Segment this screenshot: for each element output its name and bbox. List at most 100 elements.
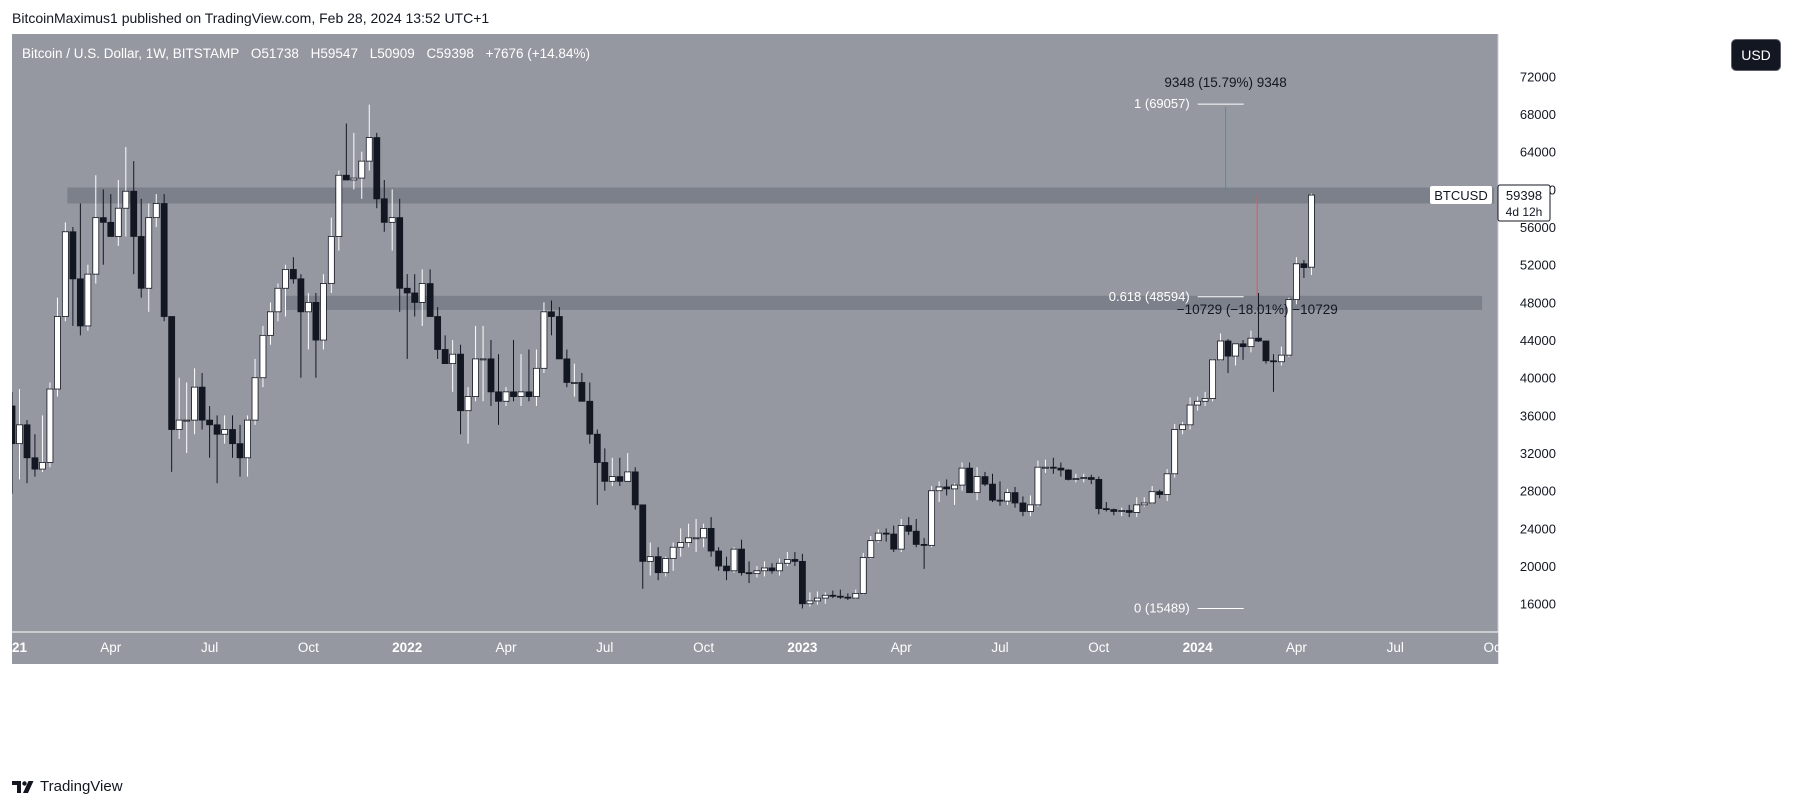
price-tick-label: 56000	[1520, 220, 1556, 235]
tradingview-logo-icon	[12, 780, 34, 794]
candle-body	[1217, 340, 1224, 361]
symbol-title: Bitcoin / U.S. Dollar, 1W, BITSTAMP	[22, 46, 240, 61]
time-tick-label: Apr	[495, 640, 517, 655]
candle-body	[1247, 337, 1255, 348]
price-tick-label: 52000	[1520, 258, 1556, 273]
price-tick-label: 44000	[1520, 333, 1556, 348]
high-value: 59547	[320, 46, 358, 61]
candle-body	[867, 540, 875, 559]
candle-body	[1209, 359, 1217, 399]
candle-body	[267, 311, 274, 336]
candle-body	[1171, 429, 1179, 475]
candle-body	[882, 532, 890, 535]
candle-body	[958, 467, 966, 486]
candle-body	[1186, 404, 1194, 426]
price-chart[interactable]: 1 (69057) 0.618 (48594) 0 (15489) 9348 (15.…	[12, 34, 1794, 764]
low-label: L	[369, 46, 378, 61]
candle-body	[517, 391, 525, 397]
currency-button[interactable]: USD	[1732, 40, 1780, 70]
candle-body	[1011, 492, 1019, 504]
candle-body	[229, 429, 236, 445]
candle-body	[616, 476, 624, 482]
candle-body	[396, 217, 404, 289]
candle-body	[1148, 491, 1156, 504]
time-tick-label: Oct	[1483, 640, 1504, 655]
candle-body	[768, 567, 776, 572]
candle-body	[380, 198, 388, 223]
candle-body	[540, 311, 548, 369]
candle-body	[1255, 337, 1262, 342]
candle-body	[1277, 354, 1285, 363]
candle-body	[836, 595, 844, 598]
candle-body	[1224, 340, 1232, 357]
close-value: 59398	[436, 46, 474, 61]
candle-body	[943, 486, 951, 490]
candle-body	[54, 316, 61, 390]
price-tick-label: 20000	[1520, 559, 1556, 574]
candle-body	[152, 203, 160, 219]
candle-body	[951, 484, 958, 490]
candle-body	[1102, 508, 1110, 511]
candle-body	[1080, 477, 1088, 479]
candle-body	[1095, 479, 1103, 510]
candle-body	[282, 269, 289, 289]
time-tick-label: 2023	[787, 640, 818, 655]
symbol-tag-label: BTCUSD	[1434, 188, 1487, 203]
change-value: +7676 (+14.84%)	[485, 46, 590, 61]
candle-body	[411, 292, 419, 303]
candle-body	[342, 174, 350, 181]
candle-body	[510, 391, 517, 397]
candle-body	[905, 525, 913, 532]
close-label: C	[426, 46, 437, 61]
candle-body	[852, 592, 860, 599]
candle-body	[107, 221, 115, 237]
candle-body	[700, 528, 707, 539]
candle-body	[570, 382, 578, 384]
time-tick-label: 2021	[12, 640, 28, 655]
candle-body	[449, 353, 457, 365]
candle-body	[761, 567, 768, 572]
low-value: 50909	[377, 46, 415, 61]
plot-background	[12, 34, 1498, 632]
candle-body	[441, 349, 449, 365]
candle-body	[548, 311, 555, 317]
candle-body	[692, 537, 700, 540]
candle-body	[715, 550, 723, 567]
candle-body	[434, 316, 442, 350]
candle-body	[1034, 466, 1042, 506]
candle-body	[99, 217, 107, 223]
candle-body	[23, 424, 31, 459]
candle-body	[920, 544, 928, 546]
candle-body	[897, 525, 905, 550]
candle-body	[1064, 469, 1072, 480]
candle-body	[1285, 299, 1293, 356]
candle-body	[183, 419, 191, 422]
candle-body	[137, 236, 145, 289]
symbol-tag-background	[1430, 186, 1492, 205]
price-tick-label: 36000	[1520, 408, 1556, 423]
candle-body	[996, 499, 1004, 502]
countdown-label: 4d 12h	[1506, 205, 1543, 219]
candle-body	[76, 278, 84, 327]
measure-label: −10729 (−18.01%) −10729	[1177, 302, 1338, 317]
candle-body	[388, 217, 396, 223]
candle-body	[244, 419, 251, 459]
candle-body	[206, 419, 214, 426]
candle-body	[1201, 398, 1209, 402]
candle-body	[259, 334, 267, 379]
time-tick-label: Oct	[298, 640, 319, 655]
zone-0	[67, 187, 1494, 204]
price-axis-background	[1498, 34, 1794, 664]
candle-body	[1125, 510, 1133, 513]
symbol-header: Bitcoin / U.S. Dollar, 1W, BITSTAMP O517…	[22, 46, 590, 61]
candle-body	[69, 231, 77, 280]
candle-body	[624, 471, 632, 482]
time-tick-label: Apr	[1286, 640, 1308, 655]
price-tick-label: 72000	[1520, 69, 1556, 84]
candle-body	[12, 405, 16, 445]
candle-body	[122, 190, 130, 209]
time-tick-label: Jul	[596, 640, 613, 655]
footer: TradingView	[12, 778, 123, 795]
candle-body	[84, 273, 92, 327]
chart-frame[interactable]: 1 (69057) 0.618 (48594) 0 (15489) 9348 (15.…	[12, 34, 1794, 764]
